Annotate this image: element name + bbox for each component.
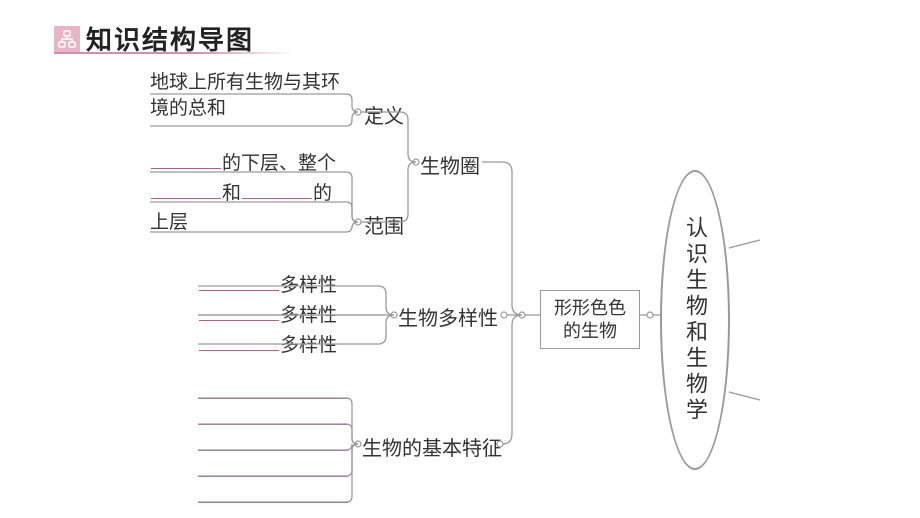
header-underline [54, 52, 294, 54]
diversity-label: 生物多样性 [398, 302, 498, 331]
biosphere-label: 生物圈 [420, 150, 480, 179]
diversity-blank-2 [199, 302, 279, 321]
scope-line2: 和的 [150, 180, 332, 207]
diversity-blank-3 [199, 332, 279, 351]
definition-text: 地球上所有生物与其环 境的总和 [150, 70, 370, 122]
scope-label: 范围 [364, 210, 404, 239]
level2-node: 形形色色 的生物 [540, 290, 640, 349]
scope-line1: 的下层、整个 [150, 150, 336, 177]
root-label: 认识生物和生物学 [679, 216, 711, 424]
features-label: 生物的基本特征 [362, 432, 502, 461]
scope-line3: 上层 [150, 210, 188, 236]
diversity-item-3: 多样性 [198, 332, 337, 359]
diversity-blank-1 [199, 272, 279, 291]
definition-label: 定义 [364, 100, 404, 129]
scope-blank-1 [151, 150, 221, 169]
diagram-icon [54, 26, 80, 52]
diversity-item-2: 多样性 [198, 302, 337, 329]
features-blank-2 [198, 424, 348, 425]
level2-label: 形形色色 的生物 [554, 298, 626, 341]
features-blank-3 [198, 450, 348, 451]
scope-blank-3 [242, 180, 312, 199]
features-blank-1 [198, 398, 348, 399]
features-blank-4 [198, 476, 348, 477]
features-blank-5 [198, 502, 348, 503]
root-node: 认识生物和生物学 [660, 170, 730, 470]
diversity-item-1: 多样性 [198, 272, 337, 299]
scope-blank-2 [151, 180, 221, 199]
